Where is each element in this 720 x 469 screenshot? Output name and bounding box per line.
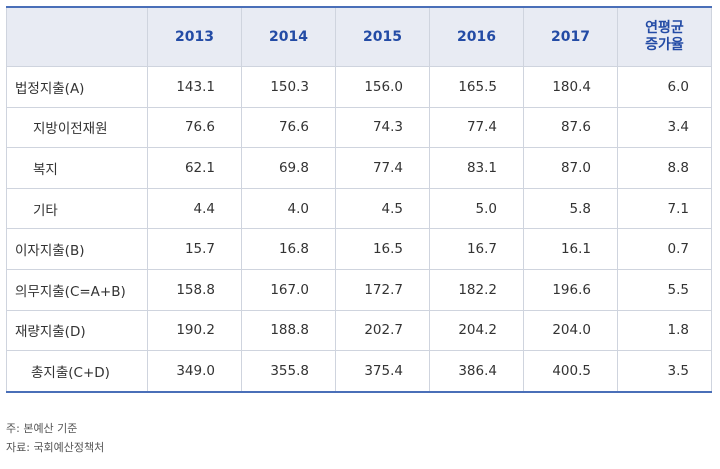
value-cell: 386.4 bbox=[429, 350, 524, 393]
value-cell: 196.6 bbox=[523, 268, 618, 311]
value-cell: 16.7 bbox=[429, 228, 524, 270]
value-cell: 87.6 bbox=[523, 106, 618, 149]
column-header: 연평균 증가율 bbox=[617, 6, 712, 67]
growth-rate-cell: 1.8 bbox=[617, 309, 712, 352]
value-cell: 77.4 bbox=[335, 147, 430, 189]
value-cell: 5.0 bbox=[429, 187, 524, 230]
value-cell: 69.8 bbox=[241, 147, 336, 189]
value-cell: 87.0 bbox=[523, 147, 618, 189]
value-cell: 5.8 bbox=[523, 187, 618, 230]
value-cell: 76.6 bbox=[241, 106, 336, 149]
row-label: 총지출(C+D) bbox=[6, 350, 148, 393]
value-cell: 355.8 bbox=[241, 350, 336, 393]
header-blank bbox=[6, 6, 148, 67]
value-cell: 62.1 bbox=[147, 147, 242, 189]
table-row: 총지출(C+D) 349.0 355.8 375.4 386.4 400.5 3.5 bbox=[6, 350, 712, 393]
column-header: 2016 bbox=[429, 6, 524, 67]
row-label: 이자지출(B) bbox=[6, 228, 148, 270]
value-cell: 15.7 bbox=[147, 228, 242, 270]
value-cell: 4.0 bbox=[241, 187, 336, 230]
row-label: 지방이전재원 bbox=[6, 106, 148, 149]
growth-rate-cell: 3.5 bbox=[617, 350, 712, 393]
table-row: 이자지출(B) 15.7 16.8 16.5 16.7 16.1 0.7 bbox=[6, 228, 712, 270]
table-row: 법정지출(A) 143.1 150.3 156.0 165.5 180.4 6.0 bbox=[6, 66, 712, 108]
growth-rate-cell: 7.1 bbox=[617, 187, 712, 230]
table-row: 재량지출(D) 190.2 188.8 202.7 204.2 204.0 1.8 bbox=[6, 309, 712, 352]
row-label: 기타 bbox=[6, 187, 148, 230]
value-cell: 16.8 bbox=[241, 228, 336, 270]
column-header: 2015 bbox=[335, 6, 430, 67]
value-cell: 172.7 bbox=[335, 268, 430, 311]
table-row: 복지 62.1 69.8 77.4 83.1 87.0 8.8 bbox=[6, 147, 712, 189]
row-label: 복지 bbox=[6, 147, 148, 189]
value-cell: 182.2 bbox=[429, 268, 524, 311]
growth-rate-cell: 5.5 bbox=[617, 268, 712, 311]
value-cell: 77.4 bbox=[429, 106, 524, 149]
growth-rate-cell: 0.7 bbox=[617, 228, 712, 270]
value-cell: 180.4 bbox=[523, 66, 618, 108]
value-cell: 188.8 bbox=[241, 309, 336, 352]
header-row: 2013 2014 2015 2016 2017 연평균 증가율 bbox=[6, 6, 712, 67]
column-header: 2014 bbox=[241, 6, 336, 67]
value-cell: 375.4 bbox=[335, 350, 430, 393]
row-label: 의무지출(C=A+B) bbox=[6, 268, 148, 311]
value-cell: 150.3 bbox=[241, 66, 336, 108]
value-cell: 16.1 bbox=[523, 228, 618, 270]
value-cell: 83.1 bbox=[429, 147, 524, 189]
table-body: 법정지출(A) 143.1 150.3 156.0 165.5 180.4 6.0 지방이전재… bbox=[6, 66, 712, 393]
value-cell: 143.1 bbox=[147, 66, 242, 108]
value-cell: 4.5 bbox=[335, 187, 430, 230]
value-cell: 204.0 bbox=[523, 309, 618, 352]
value-cell: 156.0 bbox=[335, 66, 430, 108]
footnote-source: 자료: 국회예산정책처 bbox=[6, 441, 105, 454]
growth-rate-cell: 8.8 bbox=[617, 147, 712, 189]
table-row: 의무지출(C=A+B) 158.8 167.0 172.7 182.2 196.6 5.5 bbox=[6, 268, 712, 311]
value-cell: 4.4 bbox=[147, 187, 242, 230]
value-cell: 76.6 bbox=[147, 106, 242, 149]
footnote-basis: 주: 본예산 기준 bbox=[6, 422, 78, 435]
value-cell: 204.2 bbox=[429, 309, 524, 352]
table-row: 지방이전재원 76.6 76.6 74.3 77.4 87.6 3.4 bbox=[6, 106, 712, 149]
row-label: 법정지출(A) bbox=[6, 66, 148, 108]
value-cell: 16.5 bbox=[335, 228, 430, 270]
value-cell: 158.8 bbox=[147, 268, 242, 311]
value-cell: 190.2 bbox=[147, 309, 242, 352]
value-cell: 167.0 bbox=[241, 268, 336, 311]
value-cell: 165.5 bbox=[429, 66, 524, 108]
row-label: 재량지출(D) bbox=[6, 309, 148, 352]
growth-rate-cell: 6.0 bbox=[617, 66, 712, 108]
value-cell: 202.7 bbox=[335, 309, 430, 352]
value-cell: 74.3 bbox=[335, 106, 430, 149]
expenditure-table: 2013 2014 2015 2016 2017 연평균 증가율 법정지출(A) 143.1 1… bbox=[6, 6, 712, 393]
growth-rate-cell: 3.4 bbox=[617, 106, 712, 149]
value-cell: 349.0 bbox=[147, 350, 242, 393]
column-header: 2017 bbox=[523, 6, 618, 67]
table-row: 기타 4.4 4.0 4.5 5.0 5.8 7.1 bbox=[6, 187, 712, 230]
value-cell: 400.5 bbox=[523, 350, 618, 393]
column-header: 2013 bbox=[147, 6, 242, 67]
footnotes: 주: 본예산 기준 자료: 국회예산정책처 bbox=[6, 419, 104, 457]
